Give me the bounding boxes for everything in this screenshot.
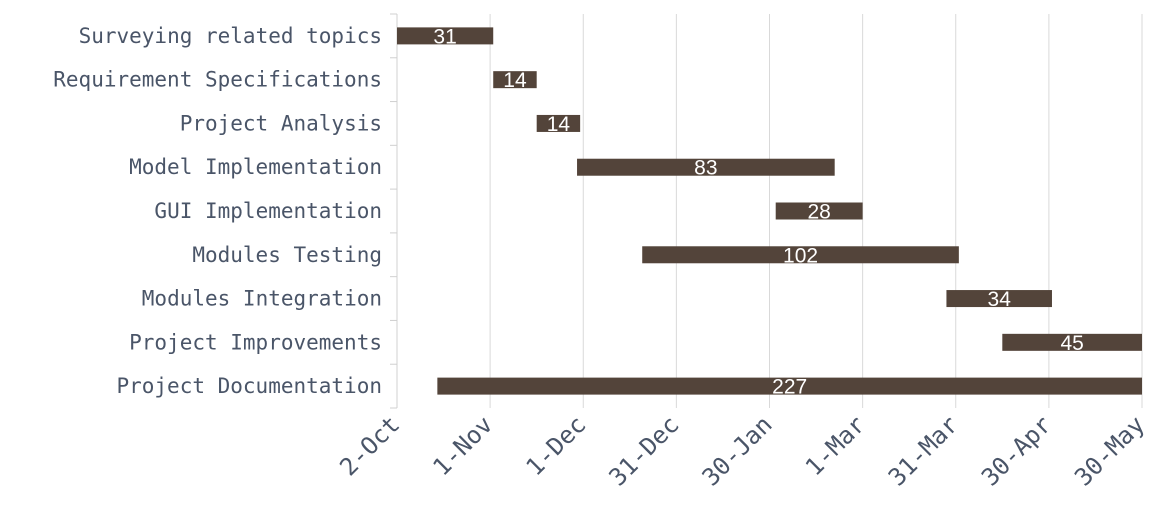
task-duration-label: 14 [503,69,527,92]
task-label: GUI Implementation [154,199,382,223]
x-tick-label: 1-Dec [521,410,592,481]
x-tick-label: 2-Oct [334,410,405,481]
task-bar [577,158,835,176]
x-tick-label: 1-Nov [427,410,498,481]
task-label: Requirement Specifications [53,68,382,92]
task-bar [946,290,1052,308]
task-duration-label: 45 [1060,332,1083,355]
task-duration-label: 28 [807,201,830,224]
task-bar [536,114,581,132]
task-bar [775,202,863,220]
x-tick-label: 31-Dec [604,410,685,491]
task-label: Project Improvements [129,330,382,354]
task-duration-label: 83 [694,157,717,180]
task-duration-label: 31 [433,25,456,48]
task-bar [437,377,1143,395]
task-label: Modules Testing [192,243,382,267]
task-label: Project Analysis [180,111,382,135]
task-duration-label: 102 [783,244,818,267]
x-tick-label: 30-Apr [976,410,1057,491]
task-bar [642,246,959,264]
task-duration-label: 14 [547,113,571,136]
x-tick-label: 30-May [1069,410,1150,491]
x-tick-label: 1-Mar [800,410,871,481]
x-tick-label: 31-Mar [883,410,964,491]
task-bar [493,71,537,89]
x-tick-label: 30-Jan [697,410,778,491]
task-duration-label: 34 [988,288,1012,311]
task-duration-label: 227 [772,376,807,399]
task-label: Model Implementation [129,155,382,179]
task-label: Surveying related topics [79,24,382,48]
task-bar [397,27,494,45]
task-label: Modules Integration [142,287,382,311]
task-bar [1002,333,1142,351]
task-label: Project Documentation [116,374,382,398]
